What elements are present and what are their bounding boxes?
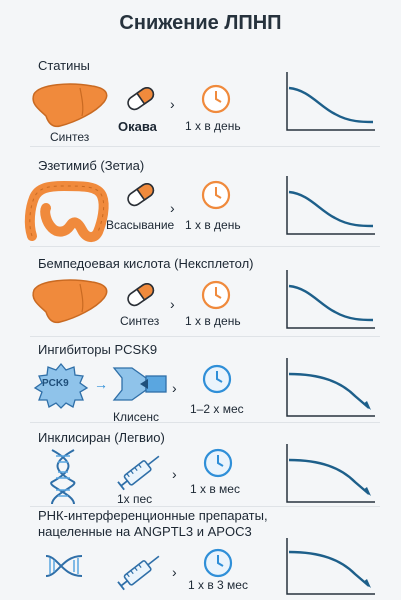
section-bempedoic-acid: Бемпедоевая кислота (Нексплетол) Синтез …: [0, 256, 401, 338]
section-rnai-drugs: РНК-интерференционные препараты, нацелен…: [0, 508, 401, 600]
section-title-line-2: нацеленные на ANGPTL3 и APOC3: [38, 524, 252, 539]
syringe-icon: [117, 555, 160, 591]
arrow-icon: ›: [170, 296, 175, 312]
clock-icon: [203, 548, 233, 578]
ldl-decline-chart-icon: [286, 72, 375, 131]
divider: [30, 336, 380, 337]
clock-icon: [203, 448, 233, 478]
ldl-decline-chart-icon: [286, 444, 375, 503]
absorption-label: Всасывание: [106, 218, 175, 232]
pill-icon: [127, 282, 155, 307]
intestine-icon: [24, 180, 109, 242]
liver-icon: [32, 279, 108, 324]
section-ezetimibe: Эзетимиб (Зетиа) Всасывание › 1 х в день: [0, 158, 401, 242]
dna-icon: [50, 449, 76, 505]
section-statins: Статины Синтез Окава › 1 х в день: [0, 58, 401, 144]
arrow-icon: ›: [172, 380, 177, 396]
clock-icon: [201, 84, 231, 114]
divider: [30, 422, 380, 423]
antibody-icon: [112, 367, 167, 401]
rna-icon: [45, 555, 83, 577]
section-title-line-1: РНК-интерференционные препараты,: [38, 508, 268, 523]
drug-name-label: Клисенс: [113, 410, 159, 424]
liver-icon: [32, 83, 108, 128]
section-title: Ингибиторы PCSK9: [38, 342, 158, 357]
drug-name-label: Окава: [118, 119, 157, 134]
page-title: Снижение ЛПНП: [119, 12, 282, 34]
arrow-icon: →: [94, 376, 108, 392]
frequency-label: 1 х в день: [185, 314, 241, 328]
ldl-decline-chart-icon: [286, 538, 375, 595]
divider: [30, 506, 380, 507]
divider: [30, 146, 380, 147]
syringe-icon: [117, 455, 160, 491]
synthesis-label: Синтез: [50, 130, 90, 144]
frequency-label: 1 х в день: [185, 218, 241, 232]
frequency-label: 1 х в 3 мес: [188, 578, 248, 592]
section-title: Эзетимиб (Зетиа): [38, 158, 145, 173]
pill-icon: [127, 86, 155, 111]
ldl-decline-chart-icon: [286, 176, 375, 235]
divider: [30, 246, 380, 247]
section-title: Бемпедоевая кислота (Нексплетол): [38, 256, 254, 271]
section-pcsk9-inhibitors: Ингибиторы PCSK9 PCK9 → Клисенс › 1–2 х …: [0, 342, 401, 424]
pill-icon: [127, 182, 155, 207]
ldl-decline-chart-icon: [286, 358, 375, 417]
arrow-icon: ›: [170, 96, 175, 112]
clock-icon: [201, 280, 231, 310]
frequency-label: 1 х в день: [185, 119, 241, 133]
frequency-label: 1–2 х мес: [190, 402, 244, 416]
arrow-icon: ›: [172, 564, 177, 580]
clock-icon: [202, 364, 232, 394]
pcsk9-protein-icon: [33, 362, 89, 409]
clock-icon: [201, 180, 231, 210]
arrow-icon: ›: [172, 466, 177, 482]
frequency-label: 1 х в мес: [190, 482, 240, 496]
section-title: Инклисиран (Легвио): [38, 430, 165, 445]
synthesis-label: Синтез: [120, 314, 160, 328]
ldl-decline-chart-icon: [286, 270, 375, 329]
section-title: Статины: [38, 58, 90, 73]
section-inclisiran: Инклисиран (Легвио) 1х пес › 1 х в мес: [0, 430, 401, 512]
arrow-icon: ›: [170, 200, 175, 216]
dose-label: 1х пес: [117, 492, 153, 506]
pcsk9-badge: PCK9: [42, 378, 69, 389]
